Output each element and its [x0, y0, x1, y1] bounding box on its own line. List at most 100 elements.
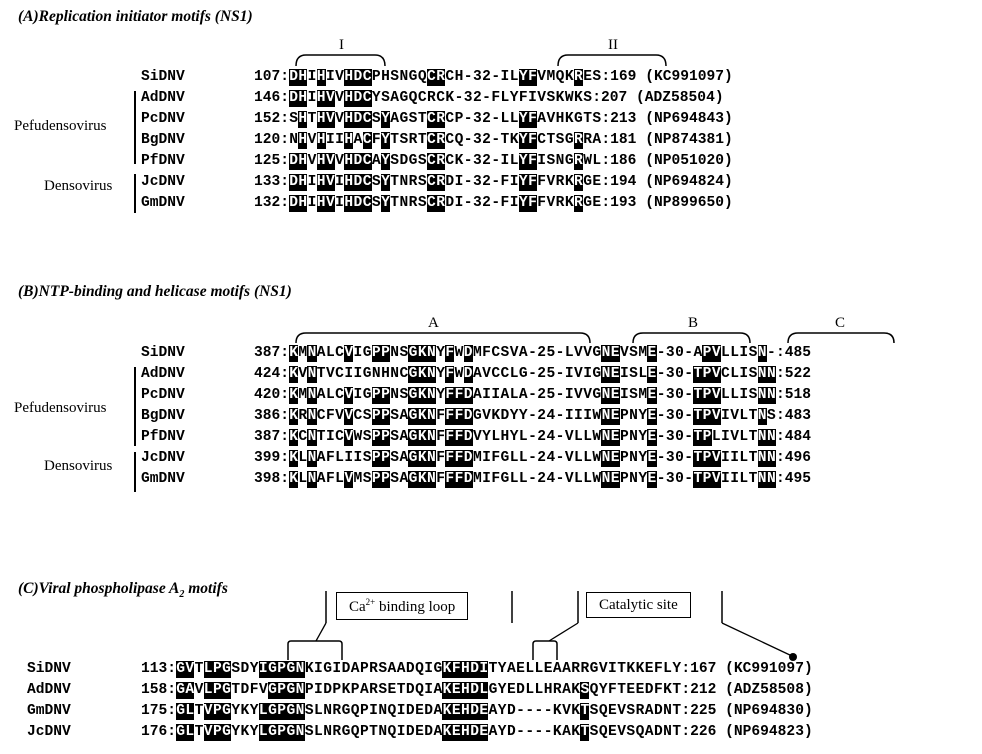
- sequence-name: SiDNV: [27, 661, 71, 677]
- motif-ii-label: II: [608, 37, 618, 53]
- sequence-name: SiDNV: [141, 69, 185, 85]
- alignment-row: SiDNV 113:GVTLPGSDYIGPGNKIGIDAPRSAADQIGKF…: [27, 661, 813, 678]
- start-position: 398:: [254, 471, 290, 487]
- sequence-name: AdDNV: [141, 366, 185, 382]
- sequence-name: GmDNV: [141, 471, 185, 487]
- start-position: 113:: [141, 661, 177, 677]
- end-position: :483: [775, 408, 811, 424]
- motif-c-label: C: [835, 315, 845, 331]
- group-bracket-densovirus-b: [134, 452, 136, 492]
- sequence-name: GmDNV: [141, 195, 185, 211]
- alignment-row: GmDNV 132:DHIHVIHDCSYTNRSCRDI-32-FIYFFVRK…: [141, 195, 733, 212]
- group-bracket-pefudensovirus-b: [134, 367, 136, 446]
- motif-c-bracket: [787, 332, 895, 344]
- end-position: :213: [601, 111, 637, 127]
- start-position: 158:: [141, 682, 177, 698]
- end-position: :485: [775, 345, 811, 361]
- accession-number: (NP051020): [636, 153, 733, 169]
- end-position: :495: [775, 471, 811, 487]
- alignment-row: PcDNV 152:SHTHVVHDCSYAGSTCRCP-32-LLYFAVHK…: [141, 111, 733, 128]
- sequence-name: JcDNV: [141, 450, 185, 466]
- start-position: 420:: [254, 387, 290, 403]
- alignment-row: PcDNV 420:KMNALCVIGPPNSGKNYFFDAIIALA-25-I…: [141, 387, 811, 404]
- motif-i-label: I: [339, 37, 344, 53]
- sequence-name: AdDNV: [141, 90, 185, 106]
- start-position: 386:: [254, 408, 290, 424]
- start-position: 120:: [254, 132, 290, 148]
- alignment-row: GmDNV 175:GLTVPGYKYLGPGNSLNRGQPINQIDEDAKE…: [27, 703, 813, 720]
- accession-number: (NP694830): [716, 703, 813, 719]
- section-b-title: (B)NTP-binding and helicase motifs (NS1): [18, 283, 292, 300]
- end-position: :186: [601, 153, 637, 169]
- motif-b-bracket: [632, 332, 751, 344]
- group-label-pefudensovirus-a: Pefudensovirus: [14, 118, 107, 134]
- accession-number: (NP694823): [716, 724, 813, 740]
- sequence-name: GmDNV: [27, 703, 71, 719]
- section-a-title: (A)Replication initiator motifs (NS1): [18, 8, 253, 25]
- sequence-name: PfDNV: [141, 429, 185, 445]
- accession-number: (KC991097): [636, 69, 733, 85]
- alignment-row: AdDNV 146:DHIHVVHDCYSAGQCRCK-32-FLYFIVSKW…: [141, 90, 724, 107]
- end-position: :225: [681, 703, 717, 719]
- start-position: 133:: [254, 174, 290, 190]
- accession-number: (ADZ58508): [716, 682, 813, 698]
- start-position: 424:: [254, 366, 290, 382]
- motif-ii-bracket: [557, 54, 667, 67]
- start-position: 387:: [254, 345, 290, 361]
- accession-number: (NP694824): [636, 174, 733, 190]
- sequence-name: AdDNV: [27, 682, 71, 698]
- motif-a-label: A: [428, 315, 439, 331]
- cat-leader-line: [548, 622, 579, 642]
- end-position: :212: [681, 682, 717, 698]
- start-position: 399:: [254, 450, 290, 466]
- end-position: :484: [775, 429, 811, 445]
- start-position: 132:: [254, 195, 290, 211]
- start-position: 387:: [254, 429, 290, 445]
- start-position: 175:: [141, 703, 177, 719]
- alignment-row: BgDNV 120:NHVHIIHACFYTSRTCRCQ-32-TKYFCTSG…: [141, 132, 733, 149]
- motif-a-bracket: [295, 332, 591, 344]
- sequence-name: PfDNV: [141, 153, 185, 169]
- alignment-row: JcDNV 133:DHIHVIHDCSYTNRSCRDI-32-FIYFFVRK…: [141, 174, 733, 191]
- start-position: 152:: [254, 111, 290, 127]
- sequence-name: SiDNV: [141, 345, 185, 361]
- alignment-row: SiDNV 387:KMNALCVIGPPNSGKNYFWDMFCSVA-25-L…: [141, 345, 811, 362]
- cat-site-bracket: [532, 640, 558, 660]
- ca-leader-line: [315, 622, 327, 642]
- end-position: :169: [601, 69, 637, 85]
- end-position: :522: [775, 366, 811, 382]
- accession-number: (ADZ58504): [627, 90, 724, 106]
- sequence-name: BgDNV: [141, 408, 185, 424]
- accession-number: (NP874381): [636, 132, 733, 148]
- accession-number: (KC991097): [716, 661, 813, 677]
- alignment-row: SiDNV 107:DHIHIVHDCPHSNGQCRCH-32-ILYFVMQK…: [141, 69, 733, 86]
- group-label-densovirus-b: Densovirus: [44, 458, 113, 474]
- sequence-name: BgDNV: [141, 132, 185, 148]
- c-terminal-leader-line: [721, 622, 793, 657]
- motif-i-bracket: [295, 54, 386, 67]
- end-position: :167: [681, 661, 717, 677]
- end-position: :193: [601, 195, 637, 211]
- start-position: 125:: [254, 153, 290, 169]
- start-position: 176:: [141, 724, 177, 740]
- start-position: 107:: [254, 69, 290, 85]
- alignment-row: AdDNV 158:GAVLPGTDFVGPGNPIDPKPARSETDQIAKE…: [27, 682, 813, 699]
- alignment-row: JcDNV 399:KLNAFLIISPPSAGKNFFFDMIFGLL-24-V…: [141, 450, 811, 467]
- group-label-densovirus-a: Densovirus: [44, 178, 113, 194]
- alignment-row: BgDNV 386:KRNCFVVCSPPSAGKNFFFDGVKDYY-24-I…: [141, 408, 811, 425]
- alignment-row: PfDNV 387:KCNTICVWSPPSAGKNFFFDVYLHYL-24-V…: [141, 429, 811, 446]
- alignment-row: PfDNV 125:DHVHVVHDCAYSDGSCRCK-32-ILYFISNG…: [141, 153, 733, 170]
- catalytic-site-box: Catalytic site: [586, 592, 691, 618]
- end-position: :194: [601, 174, 637, 190]
- end-position: :226: [681, 724, 717, 740]
- ca-binding-loop-box: Ca2+ binding loop: [336, 592, 469, 620]
- end-position: :207: [592, 90, 628, 106]
- group-bracket-pefudensovirus-a: [134, 91, 136, 164]
- sequence-name: JcDNV: [27, 724, 71, 740]
- alignment-row: GmDNV 398:KLNAFLVMSPPSAGKNFFFDMIFGLL-24-V…: [141, 471, 811, 488]
- alignment-row: AdDNV 424:KVNTVCIIGNHNCGKNYFWDAVCCLG-25-I…: [141, 366, 811, 383]
- ca-loop-bracket: [287, 640, 343, 660]
- sequence-name: JcDNV: [141, 174, 185, 190]
- sequence-name: PcDNV: [141, 387, 185, 403]
